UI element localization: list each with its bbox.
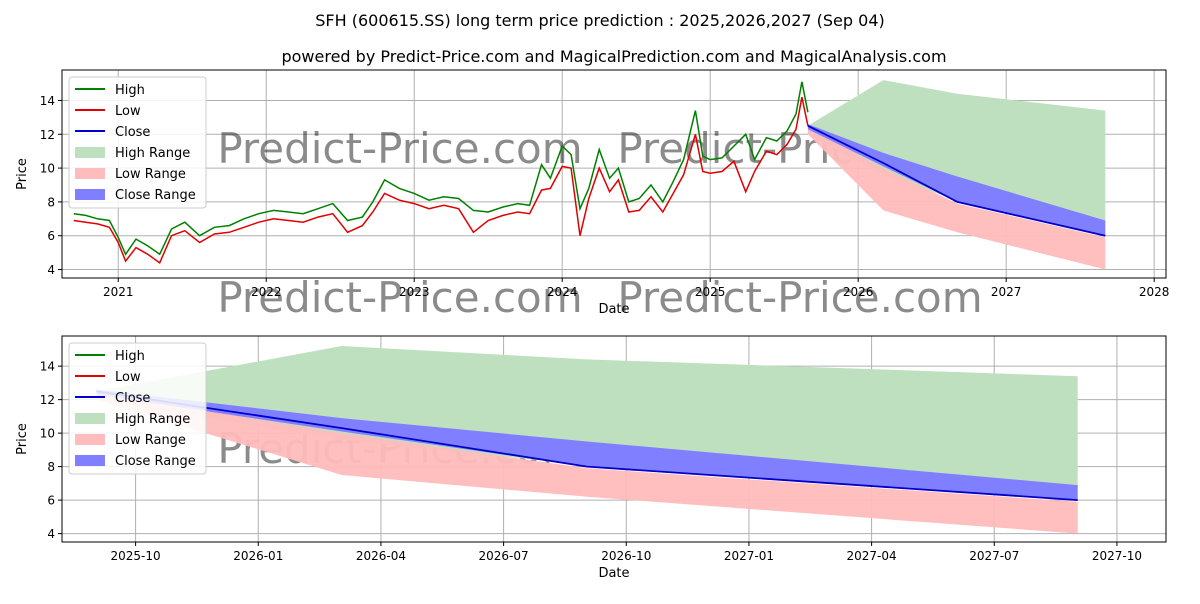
- watermark-text: Predict-Price.com: [217, 124, 582, 173]
- x-tick-label: 2024: [547, 285, 578, 299]
- y-tick-label: 10: [40, 427, 55, 441]
- chart-subtitle: powered by Predict-Price.com and Magical…: [281, 47, 946, 66]
- x-tick-label: 2023: [399, 285, 430, 299]
- watermark-text: Predict-Price.com: [617, 273, 982, 322]
- high-range-band: [807, 80, 1106, 223]
- y-tick-label: 14: [40, 94, 55, 108]
- legend-swatch: [75, 413, 105, 424]
- y-tick-label: 10: [40, 162, 55, 176]
- legend-label: High Range: [115, 412, 190, 427]
- legend-swatch: [75, 434, 105, 445]
- legend-label: Low Range: [115, 433, 186, 448]
- x-axis-label: Date: [598, 566, 629, 581]
- x-tick-label: 2027-04: [847, 549, 897, 563]
- long-term-panel: Predict-Price.com Predict-Price.com Predic…: [15, 69, 1170, 322]
- legend-label: High: [115, 349, 145, 364]
- y-tick-label: 6: [47, 229, 55, 243]
- x-tick-label: 2021: [103, 285, 134, 299]
- legend-label: High Range: [115, 146, 190, 161]
- low-range-band: [96, 392, 1078, 534]
- x-tick-label: 2025: [695, 285, 726, 299]
- y-tick-label: 12: [40, 393, 55, 407]
- zoomed-forecast-panel: Predict-Price.comPredict-Price.com2025-1…: [15, 335, 1167, 581]
- x-tick-label: 2022: [251, 285, 282, 299]
- x-tick-label: 2027: [991, 285, 1022, 299]
- legend-swatch: [75, 455, 105, 466]
- x-tick-label: 2026-07: [479, 549, 529, 563]
- legend-label: Low Range: [115, 167, 186, 182]
- plot-frame: [61, 69, 1167, 279]
- x-tick-label: 2027-10: [1092, 549, 1142, 563]
- x-tick-label: 2027-07: [969, 549, 1019, 563]
- x-tick-label: 2026-04: [356, 549, 406, 563]
- legend-label: Close: [115, 391, 150, 406]
- close-price-line: [807, 124, 1106, 237]
- legend-swatch: [75, 189, 105, 200]
- legend-label: Low: [115, 370, 141, 385]
- close-range-band: [96, 389, 1078, 501]
- y-tick-label: 4: [47, 263, 55, 277]
- close-price-line: [96, 390, 1078, 501]
- x-tick-label: 2028: [1139, 285, 1170, 299]
- high-range-band: [96, 346, 1078, 487]
- y-tick-label: 6: [47, 494, 55, 508]
- plot-frame: [61, 335, 1167, 543]
- legend-label: Close: [115, 125, 150, 140]
- watermark-text: Predict-Price.com: [217, 273, 582, 322]
- y-axis-label: Price: [15, 158, 30, 190]
- y-tick-label: 4: [47, 527, 55, 541]
- legend-label: Low: [115, 104, 141, 119]
- y-tick-label: 14: [40, 360, 55, 374]
- x-tick-label: 2027-01: [724, 549, 774, 563]
- y-tick-label: 12: [40, 128, 55, 142]
- x-axis-label: Date: [598, 302, 629, 317]
- y-axis-label: Price: [15, 423, 30, 455]
- y-tick-label: 8: [47, 460, 55, 474]
- y-tick-label: 8: [47, 195, 55, 209]
- low-range-band: [807, 127, 1106, 270]
- close-range-band: [807, 124, 1106, 236]
- x-tick-label: 2026-01: [233, 549, 283, 563]
- legend-swatch: [75, 147, 105, 158]
- legend-label: Close Range: [115, 454, 196, 469]
- legend-label: High: [115, 83, 145, 98]
- x-tick-label: 2025-10: [111, 549, 161, 563]
- legend-swatch: [75, 168, 105, 179]
- x-tick-label: 2026-10: [601, 549, 651, 563]
- high-price-line: [73, 81, 809, 256]
- x-tick-label: 2026: [843, 285, 874, 299]
- legend-label: Close Range: [115, 188, 196, 203]
- chart-title: SFH (600615.SS) long term price predicti…: [315, 11, 884, 30]
- low-price-line: [73, 96, 809, 264]
